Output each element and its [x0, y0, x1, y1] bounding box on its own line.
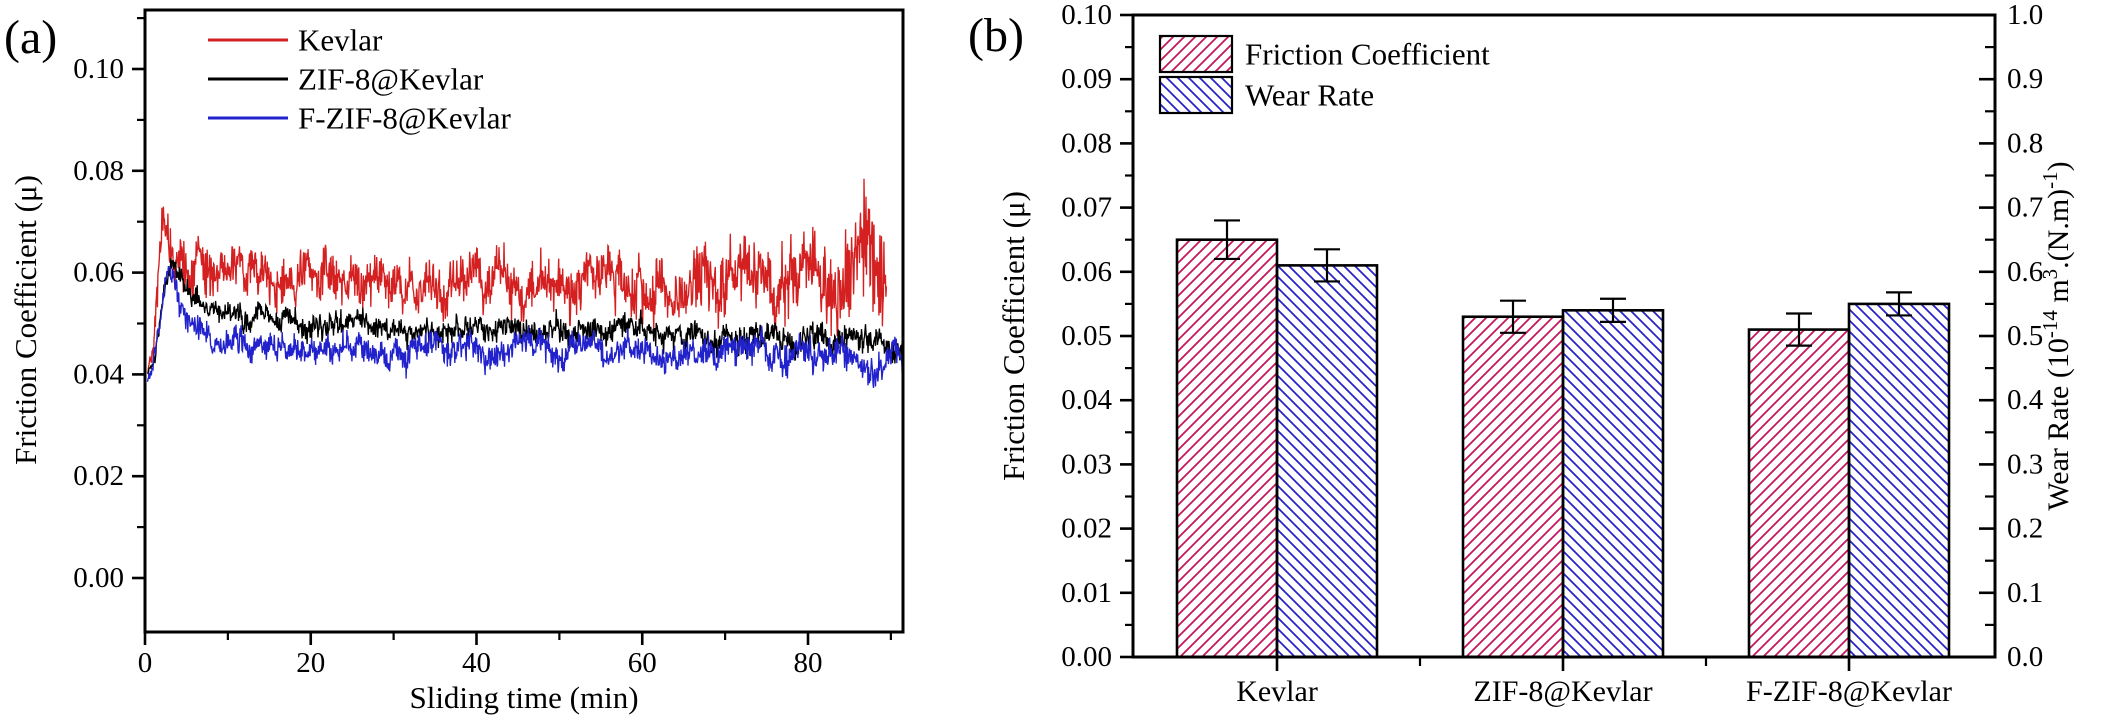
category-label: F-ZIF-8@Kevlar	[1746, 675, 1952, 708]
legend-label: F-ZIF-8@Kevlar	[298, 101, 511, 136]
left-tick-label: 0.07	[1061, 192, 1112, 224]
legend-label: ZIF-8@Kevlar	[298, 62, 484, 97]
panel-b-right-axis: 0.0 0.1 0.2 0.3 0.4 0.5 0.6 0.7 0.8 0.9 1.0	[1979, 0, 2044, 673]
panel-a-series	[146, 178, 902, 388]
panel-b-ylabel-left: Friction Coefficient (μ)	[996, 191, 1031, 481]
legend-label: Kevlar	[298, 23, 383, 58]
left-tick-label: 0.03	[1061, 448, 1112, 480]
y-tick-label: 0.00	[73, 562, 124, 594]
bar-wear-rate-kevlar	[1275, 264, 1379, 659]
panel-a-x-axis: 0 20 40 60 80	[138, 632, 892, 679]
line-series-f-zif-8-kevlar	[146, 266, 902, 388]
bar-friction-coefficient-kevlar	[1175, 238, 1279, 659]
bar-friction-coefficient-zif-8-kevlar	[1461, 315, 1565, 659]
left-tick-label: 0.00	[1061, 641, 1112, 673]
legend-label: Friction Coefficient	[1245, 37, 1490, 72]
panel-b-ylabel-right: Wear Rate (10-14 m3.(N.m)-1)	[2038, 161, 2075, 510]
right-tick-label: 0.6	[2007, 256, 2043, 288]
error-bar	[1786, 312, 1812, 347]
panel-b-label: (b)	[968, 9, 1024, 62]
panel-b: 0.00 0.01 0.02 0.03 0.04 0.05 0.06 0.07 0.08 0.09…	[996, 0, 2075, 708]
left-tick-label: 0.01	[1061, 577, 1112, 609]
x-tick-label: 40	[462, 647, 491, 679]
bar-wear-rate-zif-8-kevlar	[1561, 309, 1665, 659]
right-tick-label: 0.9	[2007, 63, 2043, 95]
right-tick-label: 0.0	[2007, 641, 2043, 673]
line-series-zif-8-kevlar	[146, 258, 902, 375]
right-tick-label: 0.7	[2007, 192, 2043, 224]
y-tick-label: 0.08	[73, 155, 124, 187]
right-tick-label: 0.5	[2007, 320, 2043, 352]
left-tick-label: 0.05	[1061, 320, 1112, 352]
left-tick-label: 0.10	[1061, 0, 1112, 31]
error-bar	[1214, 219, 1240, 261]
y-tick-label: 0.02	[73, 460, 124, 492]
right-tick-label: 1.0	[2007, 0, 2043, 31]
category-label: Kevlar	[1236, 675, 1318, 708]
right-tick-label: 0.4	[2007, 384, 2044, 416]
x-tick-label: 80	[794, 647, 823, 679]
line-series-kevlar	[146, 178, 888, 374]
panel-a-legend: Kevlar ZIF-8@Kevlar F-ZIF-8@Kevlar	[208, 23, 511, 136]
category-label: ZIF-8@Kevlar	[1473, 675, 1652, 708]
panel-b-legend: Friction Coefficient Wear Rate	[1158, 34, 1490, 115]
panel-a-frame	[143, 8, 905, 634]
left-tick-label: 0.04	[1061, 384, 1112, 416]
legend-hatch-swatch	[1158, 75, 1234, 115]
left-tick-label: 0.06	[1061, 256, 1112, 288]
left-tick-label: 0.09	[1061, 63, 1112, 95]
y-tick-label: 0.06	[73, 257, 124, 289]
error-bar	[1600, 297, 1626, 323]
bar-wear-rate-f-zif-8-kevlar	[1847, 302, 1951, 659]
y-tick-label: 0.04	[73, 358, 124, 390]
right-tick-label: 0.1	[2007, 577, 2043, 609]
error-bar	[1314, 248, 1340, 283]
legend-label: Wear Rate	[1245, 78, 1374, 113]
y-tick-label: 0.10	[73, 53, 124, 85]
panel-b-bars	[1175, 219, 1951, 659]
panel-a-label: (a)	[4, 11, 58, 64]
bar-friction-coefficient-f-zif-8-kevlar	[1747, 328, 1851, 659]
panel-b-left-axis: 0.00 0.01 0.02 0.03 0.04 0.05 0.06 0.07 0.08 0.09…	[1061, 0, 1133, 673]
panel-a-ylabel: Friction Coefficient (μ)	[8, 175, 43, 465]
right-tick-label: 0.2	[2007, 513, 2043, 545]
right-tick-label: 0.8	[2007, 127, 2043, 159]
panel-a: 0.00 0.02 0.04 0.06 0.08 0.10 0 20 40 60 80 Sliding…	[8, 8, 905, 715]
error-bar	[1886, 291, 1912, 317]
x-tick-label: 0	[138, 647, 153, 679]
right-tick-label: 0.3	[2007, 448, 2043, 480]
panel-a-y-axis: 0.00 0.02 0.04 0.06 0.08 0.10	[73, 17, 145, 594]
x-tick-label: 20	[296, 647, 325, 679]
panel-a-xlabel: Sliding time (min)	[409, 680, 638, 715]
legend-hatch-swatch	[1158, 34, 1234, 74]
error-bar	[1500, 299, 1526, 334]
x-tick-label: 60	[628, 647, 657, 679]
left-tick-label: 0.02	[1061, 513, 1112, 545]
left-tick-label: 0.08	[1061, 127, 1112, 159]
panel-b-x-axis: Kevlar ZIF-8@Kevlar F-ZIF-8@Kevlar	[1236, 657, 1952, 708]
